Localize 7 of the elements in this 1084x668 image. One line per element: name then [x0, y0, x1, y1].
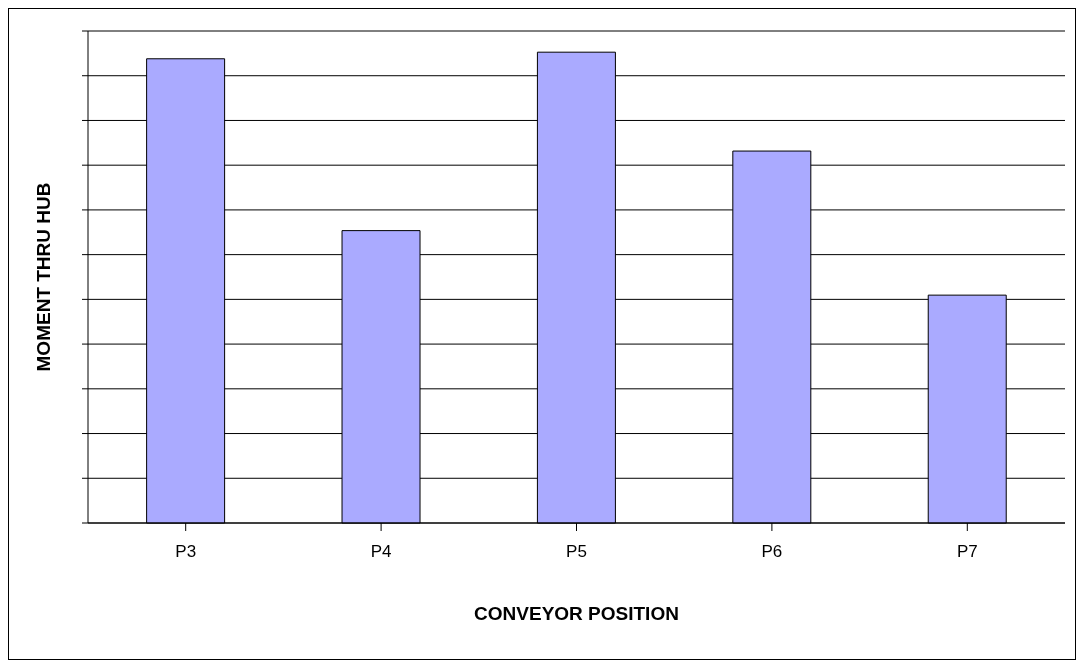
y-axis-title: MOMENT THRU HUB [32, 182, 54, 372]
x-tick-label: P6 [761, 542, 783, 562]
x-tick-label: P4 [370, 542, 392, 562]
x-tick-label: P3 [175, 542, 197, 562]
x-tick-label: P5 [566, 542, 587, 562]
x-axis-title: CONVEYOR POSITION [474, 603, 679, 625]
x-tick-label: P7 [956, 542, 978, 562]
